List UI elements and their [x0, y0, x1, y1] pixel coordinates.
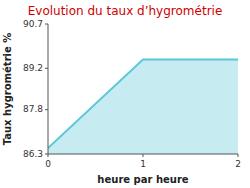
y-tick-label: 86.3 [23, 149, 43, 159]
area [48, 59, 238, 154]
y-axis [48, 24, 49, 154]
chart: 86.3 87.8 89.2 90.7 0 1 2 heure par heure Taux h… [0, 0, 250, 188]
y-tick [45, 109, 48, 110]
x-tick [238, 154, 239, 157]
y-axis-label: Taux hygrométrie % [2, 33, 13, 146]
title: Evolution du taux d’hygrométrie [28, 4, 223, 18]
x-axis-label: heure par heure [97, 174, 188, 185]
line [48, 59, 238, 148]
x-tick [143, 154, 144, 157]
y-tick [45, 68, 48, 69]
x-tick-label: 1 [140, 159, 146, 169]
y-tick-label: 87.8 [23, 104, 43, 114]
x-tick-label: 0 [45, 159, 51, 169]
plot-area [48, 59, 238, 154]
y-tick-label: 90.7 [23, 19, 43, 29]
x-tick-label: 2 [235, 159, 241, 169]
y-tick [45, 24, 48, 25]
y-tick-label: 89.2 [23, 63, 43, 73]
background [0, 0, 250, 188]
chart-container: 86.3 87.8 89.2 90.7 0 1 2 heure par heure Taux h… [0, 0, 250, 188]
x-tick [48, 154, 49, 157]
